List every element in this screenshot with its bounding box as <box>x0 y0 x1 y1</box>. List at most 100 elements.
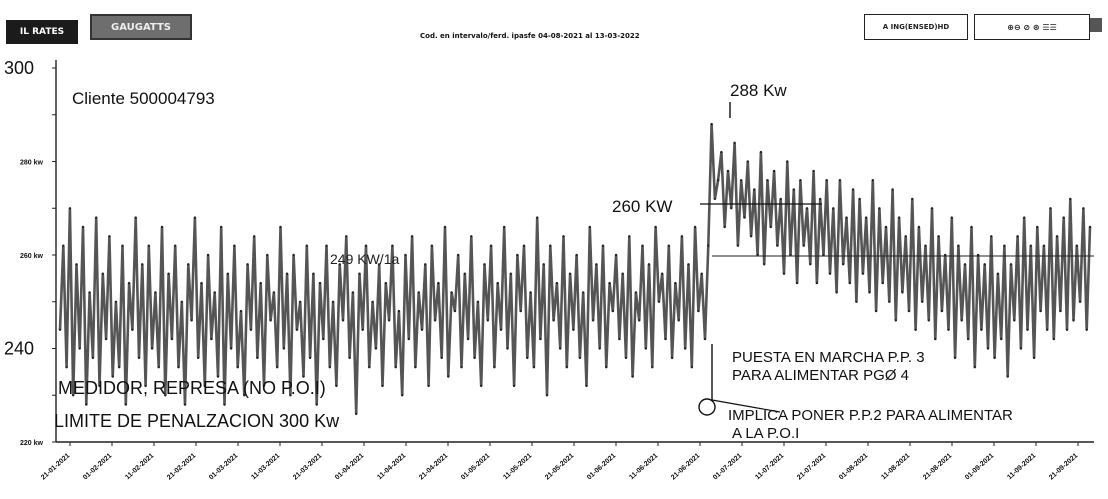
zoom-tools-button[interactable]: ⊕⊖ ⊘ ⊛ ☰☰ <box>974 14 1090 40</box>
data-point <box>154 291 157 294</box>
data-point <box>345 235 348 238</box>
gauge-button[interactable]: GAUGATTS <box>90 14 192 40</box>
data-point <box>815 281 819 285</box>
data-point <box>726 169 730 173</box>
data-point <box>641 244 644 247</box>
data-point <box>723 225 726 229</box>
data-point <box>1055 235 1059 238</box>
data-point <box>104 337 108 341</box>
data-point <box>697 309 700 313</box>
data-point <box>657 300 661 303</box>
peak-label: 288 Kw <box>730 81 787 100</box>
data-point <box>1032 356 1036 360</box>
series-line <box>58 124 1092 414</box>
close-icon[interactable] <box>1090 18 1102 32</box>
data-point <box>851 188 855 191</box>
data-point <box>1052 337 1056 341</box>
data-point <box>1019 347 1023 350</box>
data-point <box>799 179 802 182</box>
data-point <box>881 281 884 285</box>
data-point <box>420 328 424 331</box>
data-point <box>470 235 473 238</box>
data-point <box>963 263 967 266</box>
data-point <box>582 291 585 294</box>
data-point <box>341 319 345 322</box>
rates-button[interactable]: IL RATES <box>6 20 78 44</box>
data-point <box>440 356 443 360</box>
data-point <box>424 263 427 266</box>
data-point <box>259 281 262 285</box>
data-point <box>203 384 206 388</box>
data-point <box>299 300 302 303</box>
data-point <box>802 244 805 247</box>
data-point <box>805 207 809 210</box>
data-point <box>674 281 677 285</box>
chart-title: Cliente 500004793 <box>72 89 215 108</box>
data-point <box>1075 244 1079 247</box>
data-point <box>539 337 542 341</box>
data-point <box>792 188 795 191</box>
data-point <box>608 281 611 285</box>
data-point <box>427 384 430 388</box>
data-point <box>529 291 532 294</box>
data-point <box>601 244 605 247</box>
data-point <box>591 319 595 322</box>
data-point <box>127 281 131 285</box>
data-point <box>174 244 177 247</box>
data-point <box>256 356 259 360</box>
data-point <box>338 263 341 266</box>
data-point <box>72 394 75 397</box>
data-point <box>1026 328 1029 331</box>
data-point <box>631 375 634 378</box>
data-point <box>1046 328 1049 331</box>
data-point <box>973 366 976 369</box>
data-point <box>58 328 62 331</box>
data-point <box>229 347 233 350</box>
x-tick-label: 21-07-2021 <box>796 452 827 481</box>
data-point <box>430 244 434 247</box>
data-point <box>177 366 180 369</box>
data-point <box>476 300 480 303</box>
data-point <box>473 356 476 360</box>
data-point <box>651 366 654 369</box>
data-point <box>861 272 865 275</box>
data-point <box>832 207 835 210</box>
data-point <box>463 272 466 275</box>
data-point <box>322 337 325 341</box>
data-point <box>542 263 545 266</box>
data-point <box>206 253 210 257</box>
data-point <box>374 347 378 350</box>
data-point <box>325 244 328 247</box>
data-point <box>555 281 559 285</box>
data-point <box>654 225 657 229</box>
data-point <box>858 197 861 201</box>
data-point <box>605 366 608 369</box>
data-point <box>786 160 789 163</box>
x-tick-label: 01-06-2021 <box>586 452 617 481</box>
data-point <box>134 216 137 219</box>
data-point <box>545 394 549 397</box>
data-point <box>667 244 670 247</box>
level-260-label: 260 KW <box>612 197 672 216</box>
data-point <box>414 366 417 369</box>
data-point <box>647 263 651 266</box>
data-point <box>749 235 753 238</box>
data-point <box>183 403 187 406</box>
data-point <box>746 160 749 163</box>
export-button[interactable]: A ING(ENSED)HD <box>864 14 968 40</box>
data-point <box>1049 207 1052 210</box>
data-point <box>618 337 621 341</box>
x-tick-label: 21-01-2021 <box>40 452 71 481</box>
data-point <box>1059 309 1062 313</box>
x-tick-label: 01-07-2021 <box>712 452 743 481</box>
data-point <box>1088 225 1092 229</box>
data-point <box>75 263 78 266</box>
data-point <box>351 291 355 294</box>
data-point <box>578 356 582 360</box>
data-point <box>318 281 322 285</box>
data-point <box>828 272 832 275</box>
data-point <box>269 319 272 322</box>
data-point <box>95 216 98 219</box>
x-tick-label: 11-05-2021 <box>502 452 533 481</box>
data-point <box>907 309 911 313</box>
